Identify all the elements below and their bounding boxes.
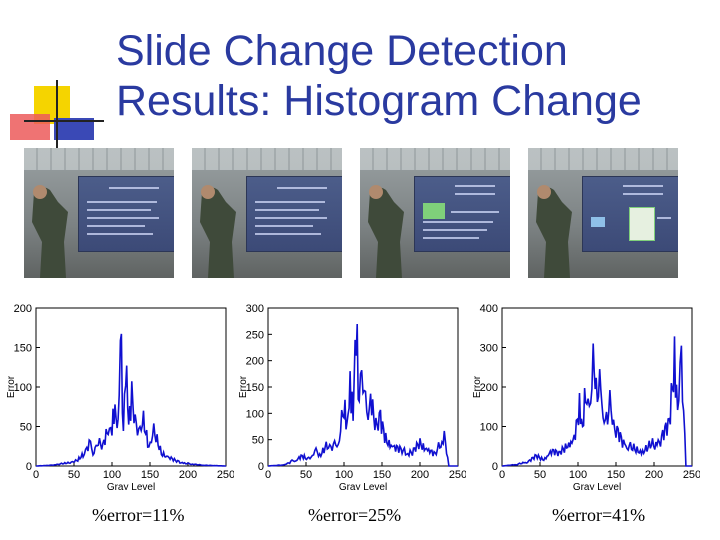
- y-tick-label: 200: [246, 356, 264, 368]
- frame-axis-left: [14, 148, 24, 278]
- y-tick-label: 300: [480, 343, 498, 355]
- frame-photo: [192, 148, 342, 278]
- x-tick-label: 200: [411, 469, 429, 481]
- histogram-chart-3: 0 100 200 300 400 0 50 100 150 200 250 Gray Level Er…: [472, 303, 700, 490]
- x-tick-label: 250: [683, 469, 700, 481]
- presenter-figure: [368, 185, 404, 278]
- frame-photo: [528, 148, 678, 278]
- histogram-series-line: [501, 336, 692, 467]
- histogram-chart-2: 0 50 100 150 200 250 300 0 50 100 150 200 250 Gray Le…: [238, 303, 466, 490]
- x-tick-label: 250: [449, 469, 466, 481]
- x-tick-label: 0: [33, 469, 39, 481]
- slide-title: Slide Change Detection Results: Histogra…: [116, 26, 642, 126]
- histogram-chart-1: 0 50 100 150 200 0 50 100 150 200 250 Gray Level Err…: [6, 303, 234, 490]
- y-tick-label: 300: [246, 303, 264, 315]
- video-frame-4: [518, 148, 678, 284]
- y-tick-label: 400: [480, 303, 498, 315]
- histogram-series-line: [267, 323, 458, 467]
- x-tick-label: 200: [179, 469, 197, 481]
- y-tick-label: 250: [246, 329, 264, 341]
- error-caption-3: %error=41%: [552, 505, 646, 525]
- x-tick-label: 50: [534, 469, 546, 481]
- presenter-figure: [536, 185, 572, 278]
- x-tick-label: 150: [141, 469, 159, 481]
- presenter-figure: [200, 185, 236, 278]
- y-axis-label: Error: [472, 375, 483, 398]
- y-tick-label: 0: [492, 461, 498, 473]
- y-tick-label: 0: [258, 461, 264, 473]
- x-axis-label: Gray Level: [107, 482, 155, 490]
- x-tick-label: 0: [265, 469, 271, 481]
- projection-screen: [78, 176, 174, 252]
- x-tick-label: 150: [607, 469, 625, 481]
- y-tick-label: 150: [246, 382, 264, 394]
- deco-red-square: [10, 114, 50, 140]
- y-tick-label: 0: [26, 461, 32, 473]
- frame-axis-bottom: [24, 278, 174, 284]
- y-tick-label: 100: [246, 408, 264, 420]
- deco-blue-square: [54, 118, 94, 140]
- plot-area: [501, 307, 693, 467]
- y-tick-label: 150: [14, 343, 32, 355]
- histogram-series-line: [36, 333, 226, 467]
- projection-screen: [414, 176, 510, 252]
- x-tick-label: 0: [499, 469, 505, 481]
- y-tick-label: 200: [480, 382, 498, 394]
- x-tick-label: 250: [217, 469, 234, 481]
- x-tick-label: 50: [68, 469, 80, 481]
- presenter-figure: [32, 185, 68, 278]
- x-axis-label: Gray Level: [339, 482, 387, 490]
- y-tick-label: 100: [480, 422, 498, 434]
- frame-photo: [360, 148, 510, 278]
- error-caption-1: %error=11%: [92, 505, 185, 525]
- title-line-1: Slide Change Detection: [116, 27, 568, 75]
- x-tick-label: 100: [569, 469, 587, 481]
- video-frame-2: [182, 148, 342, 284]
- y-tick-label: 50: [20, 422, 32, 434]
- title-line-2: Results: Histogram Change: [116, 77, 642, 125]
- x-tick-label: 50: [300, 469, 312, 481]
- y-axis-label: Error: [238, 375, 249, 398]
- error-caption-2: %error=25%: [308, 505, 402, 525]
- y-axis-label: Error: [6, 375, 17, 398]
- x-tick-label: 100: [103, 469, 121, 481]
- y-tick-label: 200: [14, 303, 32, 315]
- projection-screen: [246, 176, 342, 252]
- frame-photo: [24, 148, 174, 278]
- video-frame-3: [350, 148, 510, 284]
- x-tick-label: 200: [645, 469, 663, 481]
- video-frame-1: [14, 148, 174, 284]
- x-tick-label: 100: [335, 469, 353, 481]
- deco-vertical-line: [56, 80, 58, 148]
- y-tick-label: 100: [14, 382, 32, 394]
- projection-screen: [582, 176, 678, 252]
- deco-horizontal-line: [24, 120, 104, 122]
- y-tick-label: 50: [252, 435, 264, 447]
- x-tick-label: 150: [373, 469, 391, 481]
- x-axis-label: Gray Level: [573, 482, 621, 490]
